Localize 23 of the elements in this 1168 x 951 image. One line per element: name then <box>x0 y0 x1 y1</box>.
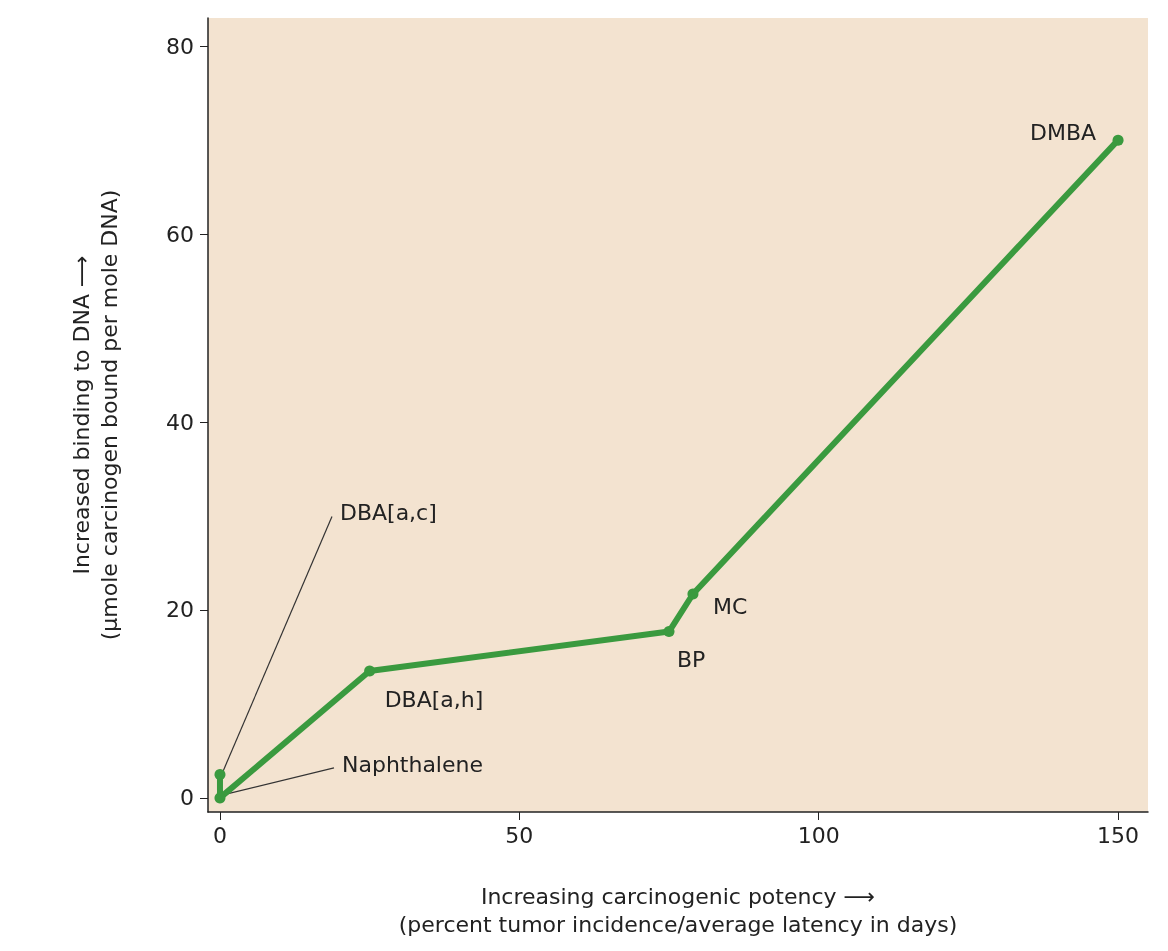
point <box>214 792 226 804</box>
x-axis-title: Increasing carcinogenic potency ⟶ (percent tumor incidence/average latency in days) <box>398 883 958 937</box>
point <box>214 768 226 780</box>
point <box>1112 134 1124 146</box>
y-tick-label: 60 <box>166 221 194 247</box>
x-tick-label: 150 <box>1097 822 1140 848</box>
y-axis-title: Increased binding to DNA ⟶ (µmole carcinogen bound per mole DNA) <box>68 189 122 641</box>
point <box>687 588 699 600</box>
point <box>663 626 675 638</box>
y-tick-label: 20 <box>166 597 194 623</box>
point <box>364 665 376 677</box>
annotation: DBA[a,h] <box>384 686 484 712</box>
y-tick-label: 0 <box>180 785 194 811</box>
annotation: DMBA <box>1029 119 1097 145</box>
annotation: MC <box>712 593 748 619</box>
y-tick-label: 40 <box>166 409 194 435</box>
annotation: Naphthalene <box>341 752 484 778</box>
x-tick-label: 50 <box>505 822 534 848</box>
annotation: DBA[a,c] <box>339 499 437 525</box>
annotation: BP <box>677 647 706 673</box>
x-tick-label: 0 <box>212 822 227 848</box>
y-tick-label: 80 <box>166 33 194 59</box>
x-tick-label: 100 <box>797 822 840 848</box>
